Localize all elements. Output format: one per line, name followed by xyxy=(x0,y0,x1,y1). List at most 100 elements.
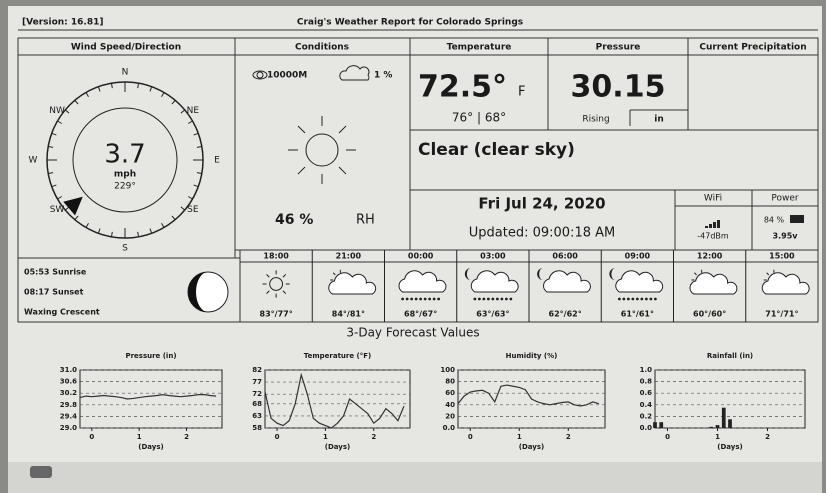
hour-temps: 63°/63° xyxy=(476,310,509,319)
wifi-signal: -47dBm xyxy=(697,232,729,241)
y-tick-label: 100 xyxy=(440,366,455,374)
rain-drop xyxy=(631,298,634,301)
humidity: 46 % xyxy=(275,212,313,228)
hour-time: 15:00 xyxy=(769,252,795,261)
y-tick-label: 1.0 xyxy=(640,366,653,374)
compass-label: E xyxy=(214,156,220,166)
x-axis-label: (Days) xyxy=(325,443,350,451)
description: Clear (clear sky) xyxy=(418,140,575,160)
rain-drop xyxy=(487,298,490,301)
bar xyxy=(709,427,713,428)
rain-drop xyxy=(496,298,499,301)
hour-temps: 71°/71° xyxy=(765,310,798,319)
battery-icon xyxy=(790,215,804,223)
compass-label: N xyxy=(122,68,129,78)
y-tick-label: 29.8 xyxy=(60,401,77,409)
temperature-unit: F xyxy=(518,85,525,100)
x-axis-label: (Days) xyxy=(519,443,544,451)
rain-drop xyxy=(478,298,481,301)
rain-drop xyxy=(505,298,508,301)
x-tick-label: 1 xyxy=(323,433,328,441)
y-tick-label: 0.4 xyxy=(640,401,653,409)
y-tick-label: 63 xyxy=(252,412,262,420)
y-tick-label: 31.0 xyxy=(60,366,77,374)
rain-drop xyxy=(509,298,512,301)
x-tick-label: 1 xyxy=(137,433,142,441)
chart-title: Pressure (in) xyxy=(125,352,176,360)
rain-drop xyxy=(401,298,404,301)
bar xyxy=(728,419,732,428)
y-tick-label: 60 xyxy=(445,389,455,397)
wifi-label: WiFi xyxy=(704,194,722,204)
rain-drop xyxy=(424,298,427,301)
y-tick-label: 80 xyxy=(445,378,455,386)
hour-temps: 68°/67° xyxy=(404,310,437,319)
rain-drop xyxy=(649,298,652,301)
hour-time: 00:00 xyxy=(408,252,434,261)
chart-title: Rainfall (in) xyxy=(707,352,753,360)
moon-phase: Waxing Crescent xyxy=(24,308,100,317)
humidity-label: RH xyxy=(356,213,375,228)
y-tick-label: 0.8 xyxy=(640,378,653,386)
bar xyxy=(659,422,663,428)
chart-title: Temperature (°F) xyxy=(304,352,371,360)
rain-drop xyxy=(636,298,639,301)
y-tick-label: 40 xyxy=(445,401,455,409)
x-tick-label: 2 xyxy=(765,433,770,441)
rain-drop xyxy=(419,298,422,301)
panel-title: Temperature xyxy=(447,43,512,53)
panel-title: Pressure xyxy=(596,43,641,53)
date: Fri Jul 24, 2020 xyxy=(478,195,605,213)
version: [Version: 16.81] xyxy=(22,18,103,28)
hour-time: 03:00 xyxy=(480,252,506,261)
x-axis-label: (Days) xyxy=(138,443,163,451)
panel-title: Conditions xyxy=(295,43,349,53)
rain-drop xyxy=(627,298,630,301)
wind-speed: 3.7 xyxy=(104,140,145,170)
sunset: 08:17 Sunset xyxy=(24,288,84,297)
power-label: Power xyxy=(771,194,799,204)
y-tick-label: 77 xyxy=(252,378,262,386)
x-tick-label: 0 xyxy=(468,433,473,441)
rain-drop xyxy=(491,298,494,301)
current-temperature: 72.5° xyxy=(418,70,507,105)
hour-time: 12:00 xyxy=(697,252,723,261)
hour-temps: 61°/61° xyxy=(621,310,654,319)
compass-label: NW xyxy=(49,106,65,116)
rain-drop xyxy=(437,298,440,301)
compass-label: NE xyxy=(187,106,200,116)
x-tick-label: 0 xyxy=(275,433,280,441)
hour-time: 21:00 xyxy=(336,252,362,261)
device-bezel xyxy=(8,462,822,493)
rain-drop xyxy=(618,298,621,301)
y-tick-label: 58 xyxy=(252,424,262,432)
voltage: 3.95v xyxy=(773,232,799,241)
rain-drop xyxy=(428,298,431,301)
hi-lo: 76° | 68° xyxy=(452,111,506,125)
y-tick-label: 0.0 xyxy=(640,424,653,432)
x-tick-label: 0 xyxy=(89,433,94,441)
cloud-cover: 1 % xyxy=(374,71,392,81)
compass-label: W xyxy=(29,156,38,166)
y-tick-label: 68 xyxy=(252,400,262,408)
y-tick-label: 29.0 xyxy=(60,424,77,432)
pressure-unit: in xyxy=(654,115,664,125)
rain-drop xyxy=(433,298,436,301)
bar xyxy=(653,422,657,428)
hour-time: 06:00 xyxy=(552,252,578,261)
compass-label: S xyxy=(122,244,128,254)
y-tick-label: 72 xyxy=(252,390,262,398)
display: [Version: 16.81] Craig's Weather Report … xyxy=(0,0,826,493)
chart-title: Humidity (%) xyxy=(506,352,558,360)
pressure-trend: Rising xyxy=(582,115,609,125)
y-tick-label: 0.2 xyxy=(640,412,653,420)
rain-drop xyxy=(500,298,503,301)
sunrise: 05:53 Sunrise xyxy=(24,268,87,277)
report-title: Craig's Weather Report for Colorado Spri… xyxy=(297,18,523,28)
bar xyxy=(722,408,726,428)
x-tick-label: 2 xyxy=(371,433,376,441)
forecast-title: 3-Day Forecast Values xyxy=(346,326,479,340)
y-tick-label: 29.4 xyxy=(60,412,77,420)
hour-time: 18:00 xyxy=(263,252,289,261)
visibility: 10000M xyxy=(267,71,307,81)
